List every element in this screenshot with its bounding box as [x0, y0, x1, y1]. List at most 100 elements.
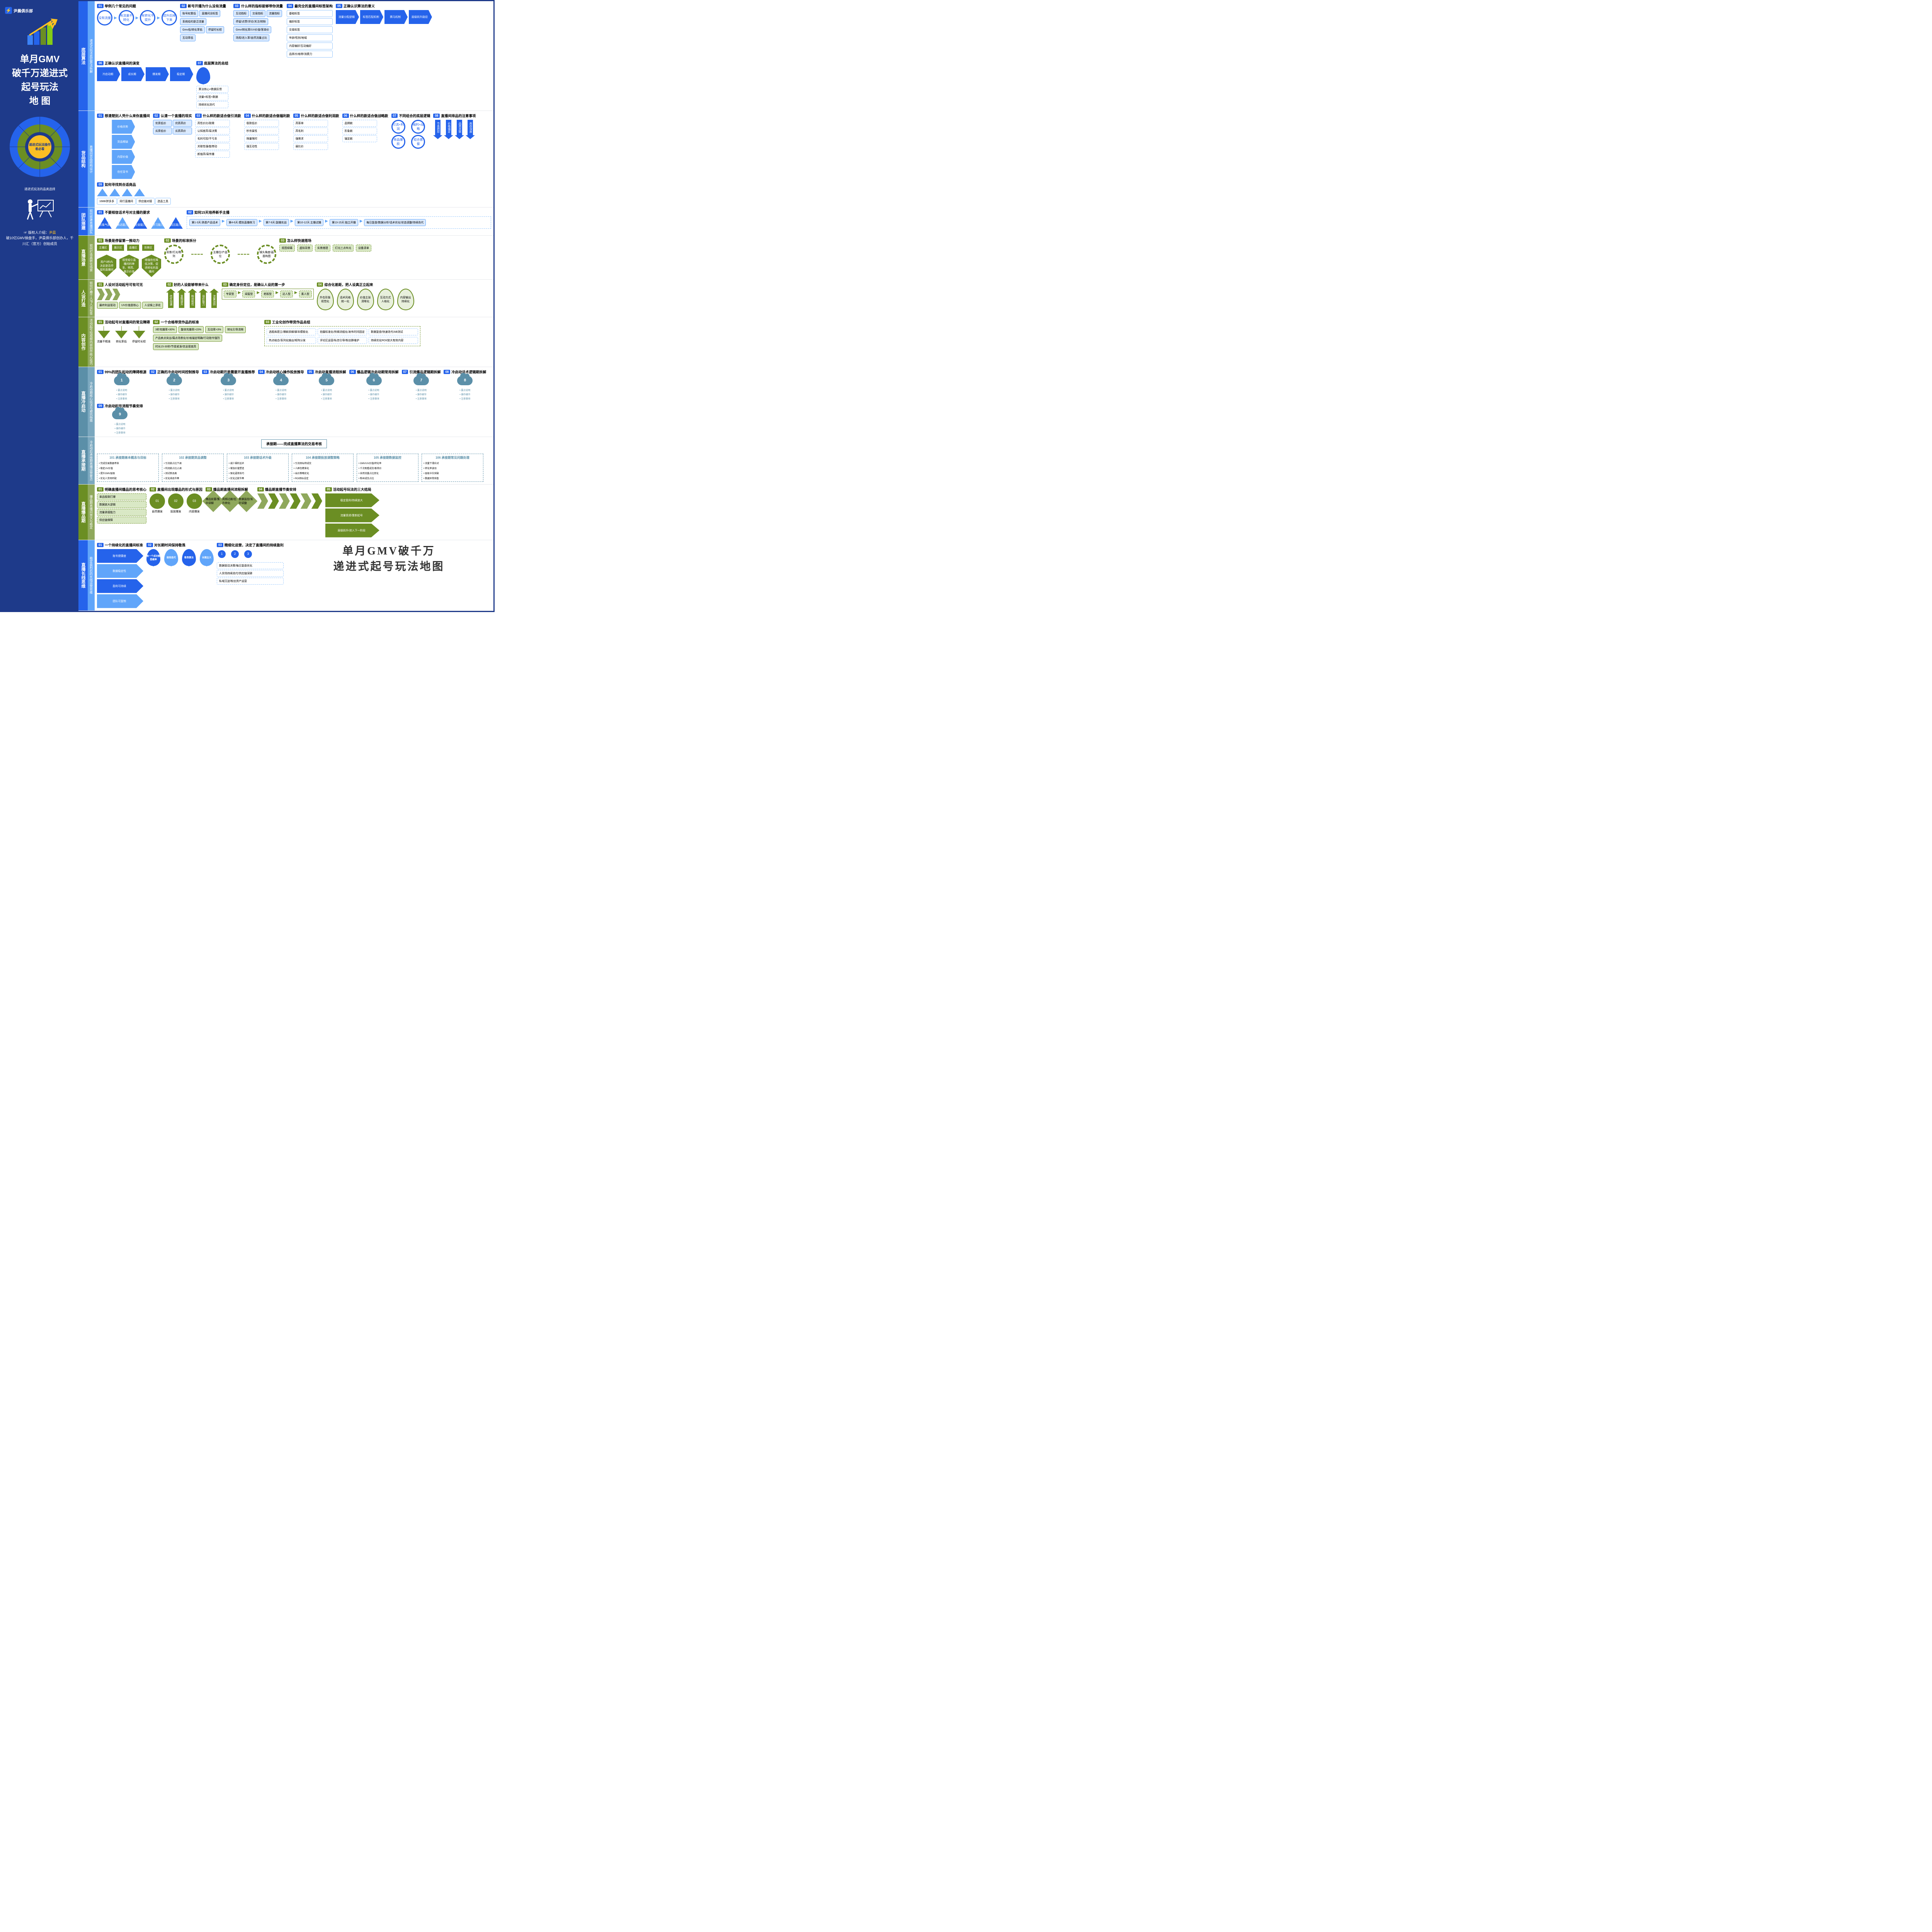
info-box: 素人型	[299, 291, 312, 298]
section-title: 01人设对活动起号可有可无	[97, 282, 163, 287]
info-box: 算法核心=数据反馈	[196, 86, 228, 93]
row-9: 直播长线思维 稳定盈利后的长线运营思维 01一个持续化的直播间标准账号健康度数据…	[78, 540, 493, 611]
info-box: 场观/进入率/自然流量占比	[233, 34, 269, 41]
row-1: 货品结构 直播间货品结构设计 01想清楚别人凭什么来你直播间价格优势货品稀缺内容…	[78, 111, 493, 207]
row-8: 直播爆品期 爆品期直播间放大与稳定 01明确直播间爆品的思考核心单品极致打爆数据…	[78, 485, 493, 540]
growth-chart-icon	[27, 22, 53, 45]
section-title: 09如何寻找到合适商品	[97, 182, 171, 187]
row-subtab: 如何打磨个人IP人设标签	[88, 280, 95, 317]
info-box: 选题库建立/爆款拆解/脚本模板化	[267, 328, 316, 335]
section-title: 06正确认识直播间的演变	[97, 61, 193, 66]
section-title: 04什么样的款适合做福利款	[244, 113, 290, 118]
row-tab: 直播冷启动	[78, 367, 88, 437]
section-title: 01活动起号对直播间的常见障碍	[97, 320, 150, 325]
row-subtab: 活动起号短视频内容创作核心技巧	[88, 317, 95, 367]
section-title: 02认清一个直播的现实	[153, 113, 192, 118]
info-box: 第13-15天:独立开播	[330, 219, 358, 226]
row-tab: 直播爆品期	[78, 485, 88, 540]
row-7: 直播承接期 冷启动后承接期直播运营要点 承接期——完成直播算法的交易考核101 …	[78, 437, 493, 485]
info-box: 优质高价	[173, 120, 192, 127]
info-box: 流量承接能力	[97, 509, 146, 516]
info-box: 人设锦上添花	[142, 302, 163, 309]
presenter-icon	[24, 197, 55, 224]
section-title: 04综合化差距，把人设真正立起来	[317, 282, 414, 287]
section-title: 03工业化创作带货作品总结	[264, 320, 420, 325]
section-title: 02如何15天培养新手主播	[187, 210, 491, 215]
info-box: Gmv低/转化率低	[180, 26, 205, 33]
section-title: 03什么样的指标能够带你流量	[233, 3, 284, 9]
info-box: 私域沉淀/粉丝资产运营	[217, 578, 284, 585]
bolt-icon: ⚡	[5, 7, 12, 14]
section-title: 04爆品期直播节奏安排	[257, 487, 322, 492]
info-box: 交易标签	[287, 26, 333, 33]
section-title: 03怎么样快速搭场	[279, 238, 371, 243]
info-box: 关联性强/能带动	[195, 143, 230, 150]
section-title: 07底层算法的总结	[196, 61, 228, 66]
svg-text:表达能力: 表达能力	[117, 223, 128, 226]
sidebar: ⚡ 尹晨俱乐部 单月GMV 破千万递进式 起号玩法 地 图	[1, 1, 78, 611]
info-box: 认知度高/易决策	[195, 128, 230, 134]
credit-block: ☞ 版权人介绍：尹晨 破10亿GMV操盘手，尹晨俱乐部创办人，千川汇（官方）创始…	[5, 230, 75, 247]
info-box: 数据驱动决策/每日复盘优化	[217, 562, 284, 569]
section-title: 08直播间排品的注意事项	[433, 113, 476, 118]
info-box: 同行直播间	[117, 198, 136, 205]
info-box: 高性价比/刚需	[195, 120, 230, 127]
section-title: 02直播间出现爆品的形式与原因	[150, 487, 202, 492]
row-tab: 内容创作	[78, 317, 88, 367]
section-title: 02新号开播为什么没有流量	[180, 3, 230, 9]
row-tab: 直播长线思维	[78, 540, 88, 611]
footer-title: 单月GMV破千万递进式起号玩法地图	[287, 543, 491, 573]
section-title: 02好的人设能够带来什么	[166, 282, 219, 287]
info-box: 互动指标	[233, 10, 249, 17]
info-box: 1688/拼多多	[97, 198, 117, 205]
info-box: 持续优化ROI/放大有效内容	[369, 337, 418, 344]
info-box: 直播间没标签	[199, 10, 220, 17]
section-title: 06什么样的款适合做战略款	[342, 113, 388, 118]
row-3: 直播场景 如何打造高转化场景 01场景是停留第一推动力主播区展示区直播区背景区用…	[78, 236, 493, 280]
info-box: 品牌款	[342, 120, 377, 127]
info-box: 品类/价格带/消费力	[287, 51, 333, 58]
info-box: 互动率>3%	[205, 326, 223, 333]
info-box: 内容偏好/互动偏好	[287, 43, 333, 49]
row-2: 团队搭建 如何搭建直播团队 01不要相信话术号对主播的要求形象气质表达能力应变能…	[78, 207, 493, 236]
row-subtab: 爆品期直播间放大与稳定	[88, 485, 95, 540]
info-box: 第1-3天:熟悉产品话术	[189, 219, 220, 226]
info-box: 偏好标签	[287, 18, 333, 25]
section-title: 01不要相信话术号对主播的要求	[97, 210, 184, 215]
info-box: 3秒完播率>30%	[153, 326, 177, 333]
row-0: 底层算法 递进式玩法底层算法拆解 01举例几个常见的问题没有流量▶有流量不转化▶…	[78, 1, 493, 111]
info-box: 闺蜜型	[242, 291, 255, 298]
info-box: 流量指标	[267, 10, 282, 17]
info-box: 每日复盘/数据分析/话术优化/状态调整/持续迭代	[364, 219, 426, 226]
info-box: 优质低价	[153, 120, 172, 127]
info-box: 账号权重低	[180, 10, 198, 17]
row-subtab: 冷启动后承接期直播运营要点	[88, 437, 95, 484]
info-box: 年龄/性别/地域	[287, 34, 333, 41]
info-box: 转化引导清晰	[225, 326, 246, 333]
info-box: 时长15-30秒/节奏紧凑/信息密度高	[153, 343, 199, 350]
main-title: 单月GMV 破千万递进式 起号玩法 地 图	[12, 53, 68, 108]
info-box: 实景搭建	[315, 245, 330, 252]
info-box: 设备清单	[356, 245, 371, 252]
info-box: 评论区运营/私信引导/粉丝群维护	[318, 337, 367, 344]
row-tab: 直播承接期	[78, 437, 88, 484]
row-5: 内容创作 活动起号短视频内容创作核心技巧 01活动起号对直播间的常见障碍流量不精…	[78, 317, 493, 367]
row-tab: 团队搭建	[78, 207, 88, 235]
info-box: 秒杀属性	[244, 128, 279, 134]
info-box: 第7-9天:副播实战	[264, 219, 289, 226]
svg-text:形象气质: 形象气质	[99, 223, 110, 226]
brand-logo: ⚡ 尹晨俱乐部	[5, 7, 33, 14]
info-box: 拍摄标准化/剪辑流程化/发布时间固定	[318, 328, 367, 335]
section-title: 05什么样的款适合做利润款	[293, 113, 339, 118]
info-box: 供应链保障	[97, 517, 146, 524]
section-title: 02场景的标准拆分	[164, 238, 276, 243]
svg-text:学习能力: 学习能力	[153, 223, 163, 226]
info-box: 互动率低	[180, 34, 196, 41]
info-box: 停留时长短	[206, 26, 224, 33]
info-box: 高客单	[293, 120, 328, 127]
section-title: 01场景是停留第一推动力	[97, 238, 161, 243]
info-box: 选品工具	[155, 198, 171, 205]
info-box: 第10-12天:主播试播	[295, 219, 323, 226]
section-title: 05正确认识算法的意义	[336, 3, 432, 9]
section-title: 03什么样的款适合做引流款	[195, 113, 241, 118]
